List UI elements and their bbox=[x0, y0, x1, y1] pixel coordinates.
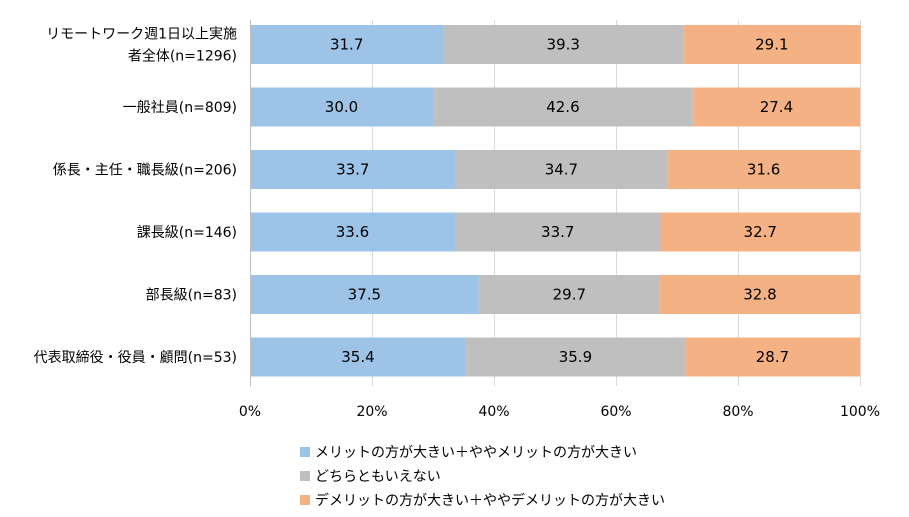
data-label: 29.1 bbox=[755, 36, 788, 54]
data-label: 33.6 bbox=[336, 223, 369, 241]
x-tick-label: 20% bbox=[356, 404, 387, 420]
bar-segment bbox=[250, 87, 433, 127]
bar-segment bbox=[692, 87, 860, 127]
category-label: 一般社員(n=809) bbox=[123, 100, 237, 116]
bar-segment bbox=[667, 150, 860, 189]
bar-segment bbox=[454, 212, 661, 252]
data-label: 39.3 bbox=[547, 36, 580, 54]
bar-segment bbox=[659, 275, 860, 314]
bar-segment bbox=[443, 25, 684, 64]
category-label: 代表取締役・役員・顧問(n=53) bbox=[34, 349, 237, 366]
x-tick-label: 40% bbox=[478, 404, 509, 420]
data-label: 31.7 bbox=[330, 36, 363, 54]
bar-segment bbox=[478, 275, 660, 314]
data-label: 35.4 bbox=[341, 348, 374, 366]
bar-segment bbox=[465, 337, 685, 377]
data-label: 33.7 bbox=[541, 223, 574, 241]
legend-label: メリットの方が大きい＋ややメリットの方が大きい bbox=[315, 445, 637, 461]
bar-segment bbox=[250, 25, 444, 64]
x-tick-label: 100% bbox=[840, 404, 880, 420]
bar-segment bbox=[250, 212, 455, 252]
bar-segment bbox=[660, 212, 860, 252]
category-label: 課長級(n=146) bbox=[137, 225, 237, 241]
legend-swatch bbox=[300, 471, 310, 481]
data-label: 42.6 bbox=[546, 98, 579, 116]
legend-swatch bbox=[300, 447, 310, 457]
data-label: 35.9 bbox=[559, 348, 592, 366]
bar-segment bbox=[250, 337, 466, 377]
data-label: 27.4 bbox=[760, 98, 793, 116]
category-label: 係長・主任・職長級(n=206) bbox=[53, 163, 237, 179]
bar-segment bbox=[455, 150, 668, 189]
data-label: 37.5 bbox=[348, 286, 381, 304]
legend-swatch bbox=[300, 495, 310, 505]
data-label: 29.7 bbox=[553, 286, 586, 304]
data-label: 32.7 bbox=[744, 223, 777, 241]
x-tick-label: 60% bbox=[600, 404, 631, 420]
data-label: 34.7 bbox=[545, 161, 578, 179]
data-label: 28.7 bbox=[756, 348, 789, 366]
data-label: 30.0 bbox=[325, 98, 358, 116]
bar-segment bbox=[684, 337, 860, 377]
category-label: 部長級(n=83) bbox=[146, 288, 237, 304]
category-label: リモートワーク週1日以上実施 bbox=[46, 27, 237, 43]
legend-label: デメリットの方が大きい＋ややデメリットの方が大きい bbox=[315, 492, 665, 509]
bar-segment bbox=[250, 275, 479, 314]
bar-segment bbox=[683, 25, 861, 64]
bar-segment bbox=[250, 150, 456, 189]
bar-segment bbox=[433, 87, 693, 127]
data-label: 33.7 bbox=[336, 161, 369, 179]
legend-label: どちらともいえない bbox=[315, 469, 441, 485]
data-label: 31.6 bbox=[747, 161, 780, 179]
x-tick-label: 80% bbox=[722, 404, 753, 420]
data-label: 32.8 bbox=[743, 286, 776, 304]
category-label: 者全体(n=1296) bbox=[128, 48, 237, 65]
x-tick-label: 0% bbox=[239, 404, 261, 420]
